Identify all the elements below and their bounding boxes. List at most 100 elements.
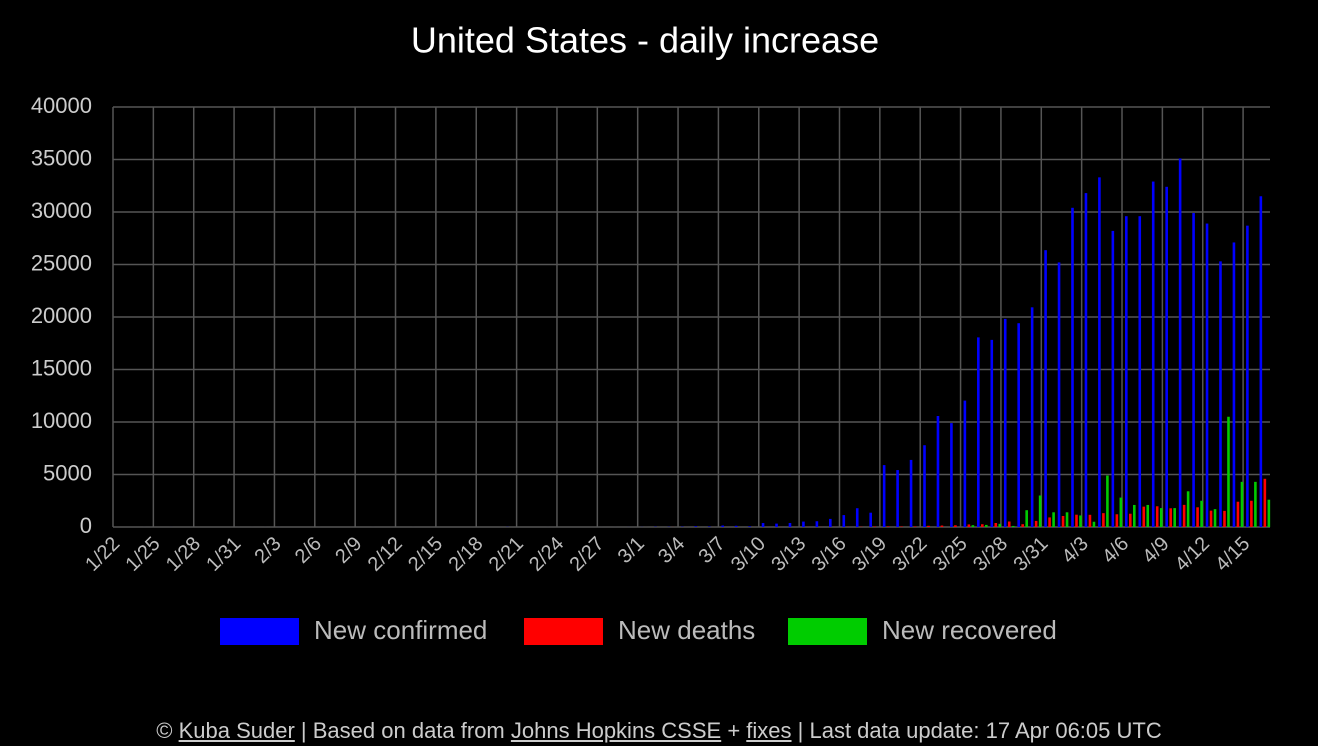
x-tick-label: 1/31 — [202, 533, 245, 576]
bar — [900, 526, 903, 527]
bar — [1125, 216, 1128, 527]
bar — [1254, 481, 1257, 527]
bar — [950, 423, 953, 527]
bar — [1173, 508, 1176, 527]
bar — [1213, 509, 1217, 527]
chart: United States - daily increase 0 5000 1000… — [31, 20, 1271, 645]
bar — [1146, 504, 1150, 527]
x-tick-label: 4/15 — [1211, 533, 1254, 576]
bar — [923, 445, 926, 527]
bar — [1106, 475, 1109, 527]
y-tick-label: 5000 — [43, 460, 92, 485]
bar — [1011, 525, 1015, 527]
bar — [1030, 307, 1034, 527]
x-tick-label: 3/31 — [1009, 533, 1052, 576]
bar — [1065, 512, 1069, 527]
bar — [1098, 177, 1101, 527]
bar — [1250, 500, 1253, 527]
bar — [1219, 261, 1222, 527]
bar — [1267, 499, 1271, 527]
author-link[interactable]: Kuba Suder — [178, 718, 295, 743]
bar — [927, 525, 930, 527]
bar — [1200, 500, 1203, 527]
source-link[interactable]: Johns Hopkins CSSE — [510, 718, 722, 743]
x-tick-label: 1/22 — [81, 533, 124, 576]
bar — [842, 515, 846, 527]
bar — [882, 465, 886, 527]
x-tick-label: 1/28 — [162, 533, 205, 576]
bar — [829, 518, 832, 527]
chart-title: United States - daily increase — [411, 20, 879, 61]
bar — [1048, 517, 1051, 527]
bar — [694, 526, 698, 527]
bar — [1075, 514, 1078, 527]
bar — [1129, 513, 1132, 527]
footer-text: | Based on data from — [294, 718, 511, 743]
x-tick-label: 3/13 — [767, 533, 810, 576]
bar — [1038, 495, 1042, 527]
bar — [1227, 416, 1230, 527]
y-tick-label: 15000 — [31, 355, 92, 380]
bar — [940, 525, 944, 527]
bar — [1111, 230, 1115, 527]
bar — [1044, 250, 1047, 528]
x-tick-label: 3/10 — [727, 533, 770, 576]
x-tick-label: 3/25 — [929, 533, 972, 576]
x-tick-label: 2/18 — [444, 533, 487, 576]
x-tick-label: 3/28 — [969, 533, 1012, 576]
bar — [1021, 524, 1024, 527]
bar — [1061, 515, 1065, 527]
bar — [1007, 521, 1011, 527]
bar — [1182, 504, 1186, 527]
bar — [1232, 242, 1236, 527]
bar — [1119, 497, 1123, 527]
bar — [1178, 158, 1182, 527]
bar — [1057, 262, 1061, 527]
y-tick-label: 35000 — [31, 145, 92, 170]
x-tick-label: 2/21 — [485, 533, 528, 576]
bar — [775, 523, 778, 527]
bar — [1102, 513, 1105, 527]
bar — [886, 526, 890, 527]
bar — [990, 339, 994, 527]
bar — [788, 522, 792, 527]
bar — [1236, 501, 1240, 527]
x-tick-label: 3/4 — [654, 533, 689, 568]
bar — [1115, 514, 1119, 527]
bar — [815, 521, 819, 527]
x-tick-label: 1/25 — [122, 533, 165, 576]
bar — [936, 416, 940, 527]
legend-swatch — [788, 618, 867, 645]
bar — [998, 523, 1002, 527]
footer-text: © — [156, 718, 179, 743]
bar — [802, 521, 805, 527]
bar — [1223, 510, 1226, 527]
bar — [1025, 510, 1028, 527]
bar — [994, 522, 998, 527]
x-tick-label: 4/3 — [1058, 533, 1093, 568]
fixes-link[interactable]: fixes — [746, 718, 792, 743]
bar — [981, 524, 984, 527]
x-tick-label: 2/24 — [525, 533, 568, 576]
x-tick-label: 2/6 — [291, 533, 326, 568]
bar — [954, 525, 957, 527]
bar — [1092, 521, 1096, 527]
bar — [1034, 520, 1038, 527]
bar — [1259, 196, 1263, 527]
bar — [1138, 216, 1142, 527]
bar — [909, 459, 913, 527]
y-tick-label: 0 — [80, 513, 92, 538]
bar — [1209, 510, 1213, 527]
bar — [1133, 504, 1136, 527]
bar — [977, 337, 980, 527]
x-tick-label: 3/19 — [848, 533, 891, 576]
bar — [734, 525, 738, 527]
x-tick-label: 4/9 — [1138, 533, 1173, 568]
bar — [1017, 323, 1020, 527]
legend-label: New confirmed — [314, 615, 487, 645]
bar — [1155, 506, 1159, 527]
bar — [1079, 515, 1082, 527]
legend-swatch — [524, 618, 603, 645]
legend-label: New recovered — [882, 615, 1057, 645]
